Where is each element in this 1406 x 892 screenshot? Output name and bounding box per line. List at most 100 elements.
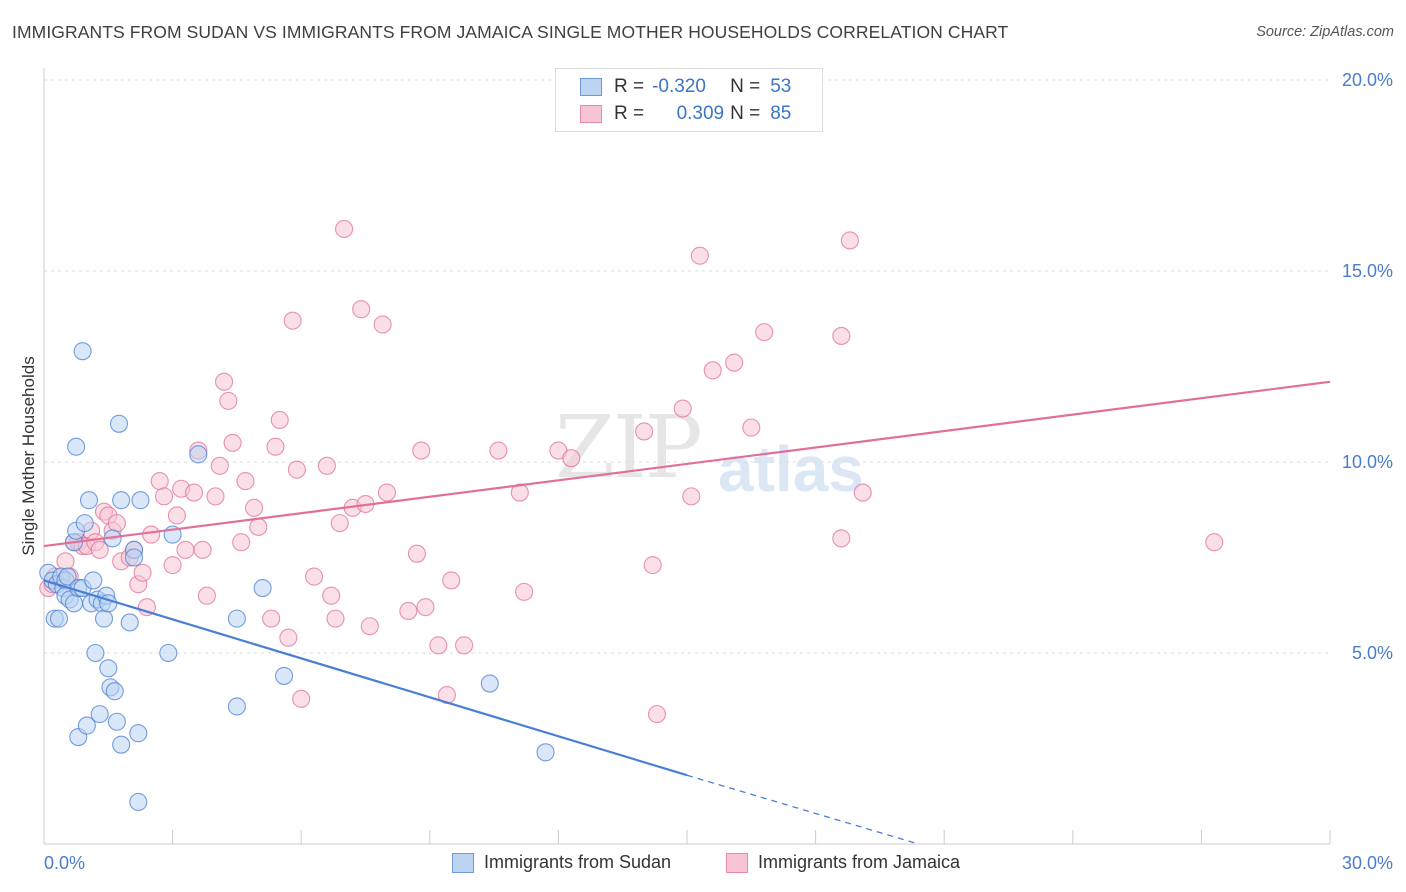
jamaica-point xyxy=(725,353,744,372)
bottom-legend-swatch-jamaica xyxy=(726,852,748,873)
jamaica-point xyxy=(107,514,126,533)
sudan-point xyxy=(480,674,499,693)
jamaica-point xyxy=(853,483,872,502)
jamaica-point xyxy=(416,598,435,617)
sudan-point xyxy=(94,609,114,628)
jamaica-point xyxy=(223,433,242,452)
sudan-point xyxy=(109,414,129,433)
jamaica-point xyxy=(150,472,169,491)
jamaica-point xyxy=(326,609,345,628)
sudan-point xyxy=(124,548,144,567)
jamaica-point xyxy=(412,441,431,460)
legend-swatch-jamaica xyxy=(580,105,602,123)
jamaica-point xyxy=(219,391,238,410)
sudan-point xyxy=(99,659,118,678)
jamaica-point xyxy=(643,556,662,575)
jamaica-point xyxy=(206,487,225,506)
jamaica-point xyxy=(429,636,448,655)
x-tick-label: 30.0% xyxy=(1342,853,1393,873)
sudan-point xyxy=(189,445,208,464)
jamaica-point xyxy=(163,556,182,575)
x-tick-label: 0.0% xyxy=(44,853,85,873)
sudan-point xyxy=(64,594,84,613)
sudan-trend-line xyxy=(43,579,688,777)
jamaica-point xyxy=(270,410,289,430)
chart-title: IMMIGRANTS FROM SUDAN VS IMMIGRANTS FROM… xyxy=(12,22,1009,42)
jamaica-point xyxy=(832,326,851,345)
jamaica-point xyxy=(142,525,161,544)
sudan-point xyxy=(129,724,148,743)
source-label: Source: ZipAtlas.com xyxy=(1256,24,1394,40)
jamaica-point xyxy=(335,219,354,239)
bottom-legend-jamaica: Immigrants from Jamaica xyxy=(726,852,960,873)
sudan-trend-extension xyxy=(686,774,919,845)
jamaica-trend-line xyxy=(43,380,1331,548)
sudan-point xyxy=(73,342,92,361)
legend-swatch-sudan xyxy=(580,78,602,96)
jamaica-point xyxy=(703,361,722,380)
jamaica-point xyxy=(176,540,195,559)
sudan-point xyxy=(112,735,131,754)
bottom-legend-label-sudan: Immigrants from Sudan xyxy=(484,852,672,872)
y-tick-label: 10.0% xyxy=(1342,452,1393,472)
jamaica-point xyxy=(515,582,534,601)
jamaica-point xyxy=(442,571,461,590)
sudan-point xyxy=(75,514,94,533)
sudan-point xyxy=(129,792,148,812)
sudan-point xyxy=(112,491,131,510)
jamaica-point xyxy=(399,601,418,621)
sudan-point xyxy=(86,643,105,663)
legend-n-value: 53 xyxy=(770,76,792,97)
jamaica-point xyxy=(682,487,701,506)
jamaica-point xyxy=(167,506,186,525)
sudan-point xyxy=(67,437,86,456)
legend-n-label: N = xyxy=(730,103,761,124)
jamaica-point xyxy=(133,563,152,582)
jamaica-point xyxy=(455,636,474,655)
sudan-point xyxy=(131,491,150,510)
jamaica-point xyxy=(184,483,204,502)
jamaica-point xyxy=(373,315,392,334)
y-tick-label: 20.0% xyxy=(1342,70,1393,90)
sudan-point xyxy=(77,716,96,735)
jamaica-point xyxy=(266,437,285,456)
jamaica-point xyxy=(232,533,251,552)
jamaica-point xyxy=(832,529,851,548)
sudan-point xyxy=(120,613,139,632)
sudan-point xyxy=(90,705,109,724)
jamaica-point xyxy=(360,617,379,636)
jamaica-point xyxy=(330,514,349,533)
correlation-legend: R = -0.320 N = 53 R = 0.309 N = 85 xyxy=(555,68,823,132)
jamaica-point xyxy=(287,460,306,479)
jamaica-point xyxy=(292,689,311,708)
jamaica-point xyxy=(489,441,508,460)
jamaica-point xyxy=(244,498,264,517)
jamaica-point xyxy=(214,372,234,391)
sudan-point xyxy=(159,643,178,663)
bottom-legend-sudan: Immigrants from Sudan xyxy=(452,852,671,873)
sudan-point xyxy=(84,571,103,590)
jamaica-point xyxy=(197,586,216,605)
jamaica-point xyxy=(755,323,774,342)
legend-n-label: N = xyxy=(730,76,761,97)
jamaica-point xyxy=(635,422,654,441)
jamaica-point xyxy=(305,567,324,586)
jamaica-point xyxy=(742,418,761,437)
legend-row-jamaica: R = 0.309 N = 85 xyxy=(580,101,791,127)
jamaica-point xyxy=(322,586,341,605)
jamaica-point xyxy=(510,483,529,502)
sudan-point xyxy=(536,743,555,762)
y-tick-label: 15.0% xyxy=(1342,261,1393,281)
jamaica-point xyxy=(283,311,302,330)
jamaica-point xyxy=(407,544,426,563)
jamaica-point xyxy=(377,483,396,502)
jamaica-point xyxy=(562,449,581,468)
bottom-legend-swatch-sudan xyxy=(452,852,474,873)
sudan-point xyxy=(58,567,77,586)
sudan-point xyxy=(79,491,99,510)
legend-r-value: -0.320 xyxy=(652,76,706,97)
sudan-point xyxy=(275,666,294,685)
sudan-point xyxy=(49,609,69,628)
jamaica-point xyxy=(690,246,709,265)
